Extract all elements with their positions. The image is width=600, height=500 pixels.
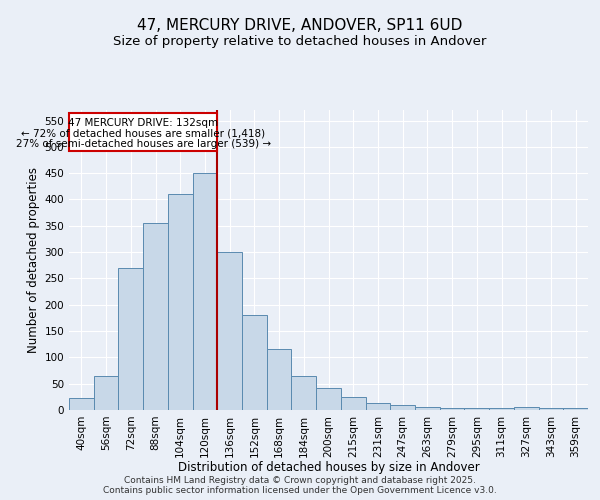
Bar: [242, 316, 267, 410]
Bar: [539, 408, 563, 410]
Text: 47 MERCURY DRIVE: 132sqm: 47 MERCURY DRIVE: 132sqm: [68, 118, 218, 128]
Bar: [415, 408, 440, 410]
Text: Contains public sector information licensed under the Open Government Licence v3: Contains public sector information licen…: [103, 486, 497, 495]
Bar: [193, 173, 217, 410]
Bar: [440, 408, 464, 410]
Bar: [69, 398, 94, 410]
Bar: [267, 350, 292, 410]
Bar: [514, 408, 539, 410]
Bar: [217, 252, 242, 410]
Text: Size of property relative to detached houses in Andover: Size of property relative to detached ho…: [113, 35, 487, 48]
Text: 27% of semi-detached houses are larger (539) →: 27% of semi-detached houses are larger (…: [16, 139, 271, 149]
Bar: [168, 194, 193, 410]
Bar: [341, 397, 365, 410]
Y-axis label: Number of detached properties: Number of detached properties: [27, 167, 40, 353]
Text: 47, MERCURY DRIVE, ANDOVER, SP11 6UD: 47, MERCURY DRIVE, ANDOVER, SP11 6UD: [137, 18, 463, 32]
Bar: [118, 268, 143, 410]
Bar: [464, 408, 489, 410]
Bar: [563, 408, 588, 410]
Bar: [316, 388, 341, 410]
Text: Contains HM Land Registry data © Crown copyright and database right 2025.: Contains HM Land Registry data © Crown c…: [124, 476, 476, 485]
X-axis label: Distribution of detached houses by size in Andover: Distribution of detached houses by size …: [178, 461, 479, 474]
Bar: [94, 376, 118, 410]
Bar: [489, 408, 514, 410]
FancyBboxPatch shape: [70, 112, 217, 151]
Bar: [292, 376, 316, 410]
Text: ← 72% of detached houses are smaller (1,418): ← 72% of detached houses are smaller (1,…: [21, 129, 265, 139]
Bar: [143, 223, 168, 410]
Bar: [390, 404, 415, 410]
Bar: [365, 402, 390, 410]
